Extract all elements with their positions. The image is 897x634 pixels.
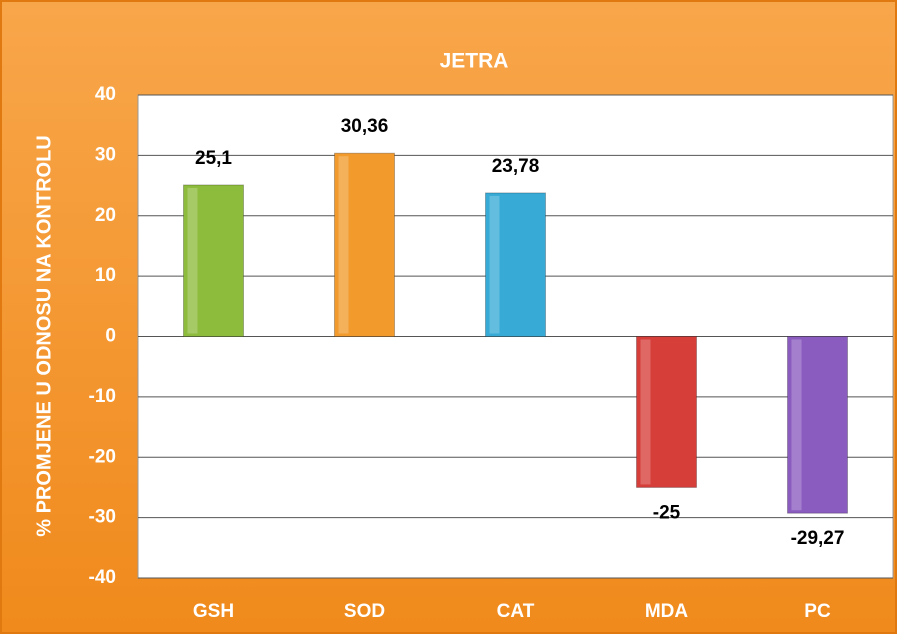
chart-title: JETRA (440, 50, 509, 73)
y-tick-label: 10 (95, 265, 116, 286)
bar (787, 336, 848, 514)
bar-shine (187, 187, 198, 334)
y-tick-label: -10 (89, 386, 116, 407)
y-tick-label: -30 (89, 507, 116, 528)
bar-shine (338, 156, 349, 334)
x-tick-label: PC (804, 601, 831, 622)
value-label: -29,27 (791, 528, 845, 549)
y-tick-label: -40 (89, 567, 116, 588)
bar (636, 336, 697, 488)
bar-shine (489, 195, 500, 334)
bar (183, 184, 244, 337)
x-tick-label: GSH (193, 601, 234, 622)
value-label: 25,1 (195, 148, 232, 169)
y-tick-label: 30 (95, 144, 116, 165)
bar (485, 192, 546, 337)
bar-shine (791, 339, 802, 511)
y-tick-label: 40 (95, 84, 116, 105)
bar-shine (640, 339, 651, 485)
bar (334, 152, 395, 337)
y-tick-label: 0 (105, 326, 116, 347)
y-tick-label: 20 (95, 205, 116, 226)
value-label: -25 (653, 502, 681, 523)
value-label: 30,36 (341, 116, 389, 137)
x-tick-label: CAT (497, 601, 535, 622)
x-tick-label: MDA (645, 601, 689, 622)
y-axis-title: % PROMJENE U ODNOSU NA KONTROLU (33, 135, 55, 537)
x-tick-label: SOD (344, 601, 385, 622)
value-label: 23,78 (492, 156, 540, 177)
y-tick-label: -20 (89, 446, 116, 467)
